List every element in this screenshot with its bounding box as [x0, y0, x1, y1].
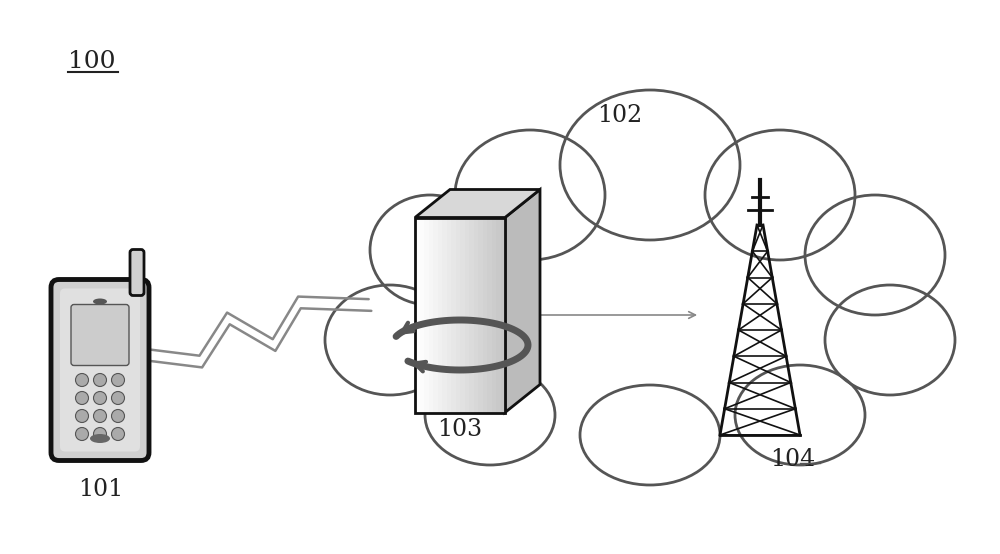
Ellipse shape — [455, 130, 605, 260]
FancyBboxPatch shape — [51, 280, 149, 460]
Text: 104: 104 — [770, 449, 815, 471]
Bar — [438, 218, 442, 413]
Bar — [420, 218, 424, 413]
Ellipse shape — [580, 385, 720, 485]
Text: 103: 103 — [437, 418, 483, 442]
Polygon shape — [505, 189, 540, 413]
Bar — [446, 218, 452, 413]
Bar — [496, 218, 501, 413]
FancyBboxPatch shape — [60, 289, 140, 452]
Ellipse shape — [425, 365, 555, 465]
Circle shape — [94, 428, 106, 440]
Ellipse shape — [370, 195, 490, 305]
Text: 100: 100 — [68, 50, 116, 74]
Circle shape — [112, 373, 124, 387]
Circle shape — [76, 428, 88, 440]
Polygon shape — [415, 189, 540, 218]
Bar — [478, 218, 483, 413]
Ellipse shape — [735, 365, 865, 465]
Bar — [487, 218, 492, 413]
Circle shape — [76, 409, 88, 423]
Text: 101: 101 — [78, 479, 123, 501]
Bar — [424, 218, 429, 413]
Bar — [482, 218, 488, 413]
Ellipse shape — [325, 285, 455, 395]
Circle shape — [112, 428, 124, 440]
Bar — [460, 218, 465, 413]
Bar — [442, 218, 447, 413]
Ellipse shape — [825, 285, 955, 395]
Bar — [456, 218, 460, 413]
Bar — [433, 218, 438, 413]
FancyBboxPatch shape — [385, 225, 905, 445]
FancyBboxPatch shape — [71, 305, 129, 366]
Ellipse shape — [90, 434, 110, 443]
Circle shape — [112, 409, 124, 423]
Bar — [415, 218, 420, 413]
Circle shape — [76, 373, 88, 387]
Ellipse shape — [705, 130, 855, 260]
Circle shape — [112, 392, 124, 404]
FancyBboxPatch shape — [130, 249, 144, 295]
Bar — [451, 218, 456, 413]
Bar — [428, 218, 434, 413]
Bar — [469, 218, 474, 413]
Ellipse shape — [93, 299, 107, 305]
Text: 102: 102 — [597, 104, 643, 126]
Ellipse shape — [560, 90, 740, 240]
Bar — [464, 218, 470, 413]
Circle shape — [94, 373, 106, 387]
Ellipse shape — [805, 195, 945, 315]
Bar — [501, 218, 506, 413]
Circle shape — [76, 392, 88, 404]
Bar — [492, 218, 496, 413]
Bar — [474, 218, 479, 413]
Circle shape — [94, 409, 106, 423]
Circle shape — [94, 392, 106, 404]
